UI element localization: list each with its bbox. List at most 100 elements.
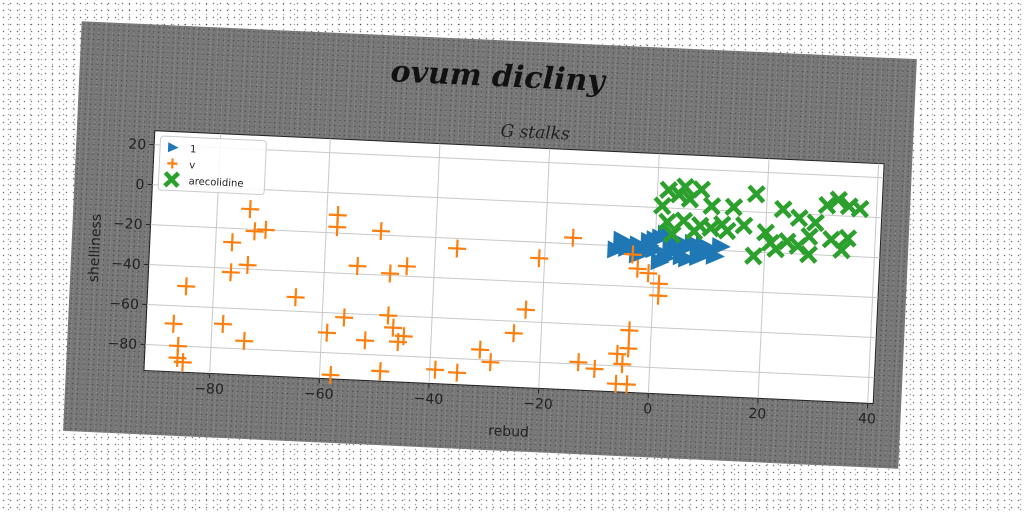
data-marks [164, 177, 870, 394]
x-tick-label: 20 [748, 406, 767, 423]
data-point-x [717, 221, 737, 241]
data-point-plus [379, 306, 398, 325]
data-point-plus [241, 200, 260, 219]
x-axis-label: rebud [488, 423, 529, 441]
series-1 [607, 224, 731, 271]
data-point-triangle [661, 242, 682, 261]
data-point-plus [617, 375, 636, 394]
y-axis-label: shelliness [86, 214, 105, 283]
x-tick-label: 40 [858, 411, 877, 428]
data-point-triangle [650, 252, 670, 271]
data-point-plus [530, 249, 549, 268]
data-point-plus [623, 245, 642, 264]
data-point-plus [238, 255, 257, 275]
data-point-x [746, 184, 766, 204]
data-point-plus [608, 344, 627, 363]
figure-panel: ovum dicliny G stalks −80 −60 −40 −20 0 20 40 … [63, 21, 917, 469]
data-point-x [839, 196, 859, 216]
data-point-plus [167, 158, 178, 169]
x-grid-line [757, 158, 770, 399]
data-point-x [832, 240, 852, 260]
y-grid-line [145, 343, 875, 379]
legend-label: 1 [190, 144, 197, 155]
data-point-x [829, 190, 848, 210]
data-point-plus [173, 353, 192, 372]
data-point-plus [223, 233, 242, 252]
data-point-plus [177, 277, 196, 296]
data-point-plus [585, 359, 604, 378]
x-tick-label: −20 [523, 396, 553, 413]
data-point-x [799, 245, 818, 264]
data-point-plus [356, 331, 375, 350]
data-point-plus [639, 264, 658, 283]
y-tick-label: −60 [109, 296, 139, 313]
legend: 1 v arecolidine [157, 135, 267, 196]
data-point-plus [628, 259, 647, 278]
data-point-plus [164, 314, 183, 333]
data-point-plus [619, 339, 638, 358]
data-point-plus [620, 321, 639, 340]
data-point-triangle [678, 249, 698, 268]
data-point-plus [235, 331, 254, 350]
y-grid-line [148, 264, 879, 299]
data-point-triangle [607, 240, 627, 259]
data-point-x [652, 196, 672, 216]
data-point-plus [221, 263, 240, 282]
chart-suptitle: ovum dicliny [390, 54, 608, 99]
data-point-plus [613, 355, 632, 374]
data-point-x [756, 223, 776, 242]
data-point-plus [426, 360, 445, 379]
scatter-chart: ovum dicliny G stalks −80 −60 −40 −20 0 20 40 … [86, 54, 885, 441]
data-point-plus [286, 288, 305, 307]
y-tick-label: −40 [111, 256, 141, 273]
chart-title: G stalks [500, 121, 570, 144]
data-point-x [744, 246, 763, 266]
x-axis-ticks: −80 −60 −40 −20 0 20 40 [194, 373, 877, 428]
data-point-plus [516, 300, 535, 319]
data-point-x [761, 233, 781, 253]
x-tick-label: −80 [194, 381, 224, 398]
data-point-x [789, 208, 809, 228]
data-point-x [817, 195, 837, 215]
data-point-plus [564, 228, 583, 247]
data-point-plus [372, 222, 391, 241]
data-point-x [702, 196, 722, 216]
data-point-triangle [167, 142, 179, 153]
data-point-plus [481, 353, 500, 372]
data-point-x [773, 199, 793, 219]
data-point-x [724, 197, 744, 217]
data-point-x [799, 227, 819, 246]
data-point-plus [569, 353, 588, 372]
data-point-plus [335, 308, 354, 327]
x-grid-line [428, 143, 441, 384]
x-tick-label: 0 [643, 401, 653, 417]
data-point-x [838, 228, 858, 248]
data-point-x [657, 212, 677, 232]
data-point-plus [317, 323, 337, 342]
data-point-plus [371, 362, 390, 381]
data-point-plus [256, 220, 275, 239]
data-point-plus [245, 222, 264, 241]
data-point-plus [649, 286, 668, 305]
x-tick-label: −40 [413, 391, 443, 408]
y-grid-line [152, 184, 882, 219]
data-point-triangle [640, 235, 660, 254]
data-point-plus [328, 218, 347, 237]
y-tick-label: −80 [107, 336, 137, 353]
y-tick-label: 20 [128, 136, 147, 153]
data-point-x [662, 224, 682, 244]
y-axis-ticks: 20 0 −20 −40 −60 −80 [107, 136, 155, 353]
data-point-x [680, 189, 700, 209]
data-point-x [163, 171, 181, 188]
data-point-plus [321, 365, 340, 384]
legend-box [157, 135, 267, 196]
data-point-plus [381, 264, 400, 283]
data-point-triangle [705, 246, 725, 265]
series-v [164, 200, 668, 394]
legend-label: arecolidine [188, 176, 243, 189]
data-point-plus [213, 314, 233, 334]
y-grid-line [146, 303, 877, 339]
data-point-plus [447, 363, 467, 382]
data-point-triangle [711, 237, 731, 256]
data-point-plus [384, 318, 403, 337]
